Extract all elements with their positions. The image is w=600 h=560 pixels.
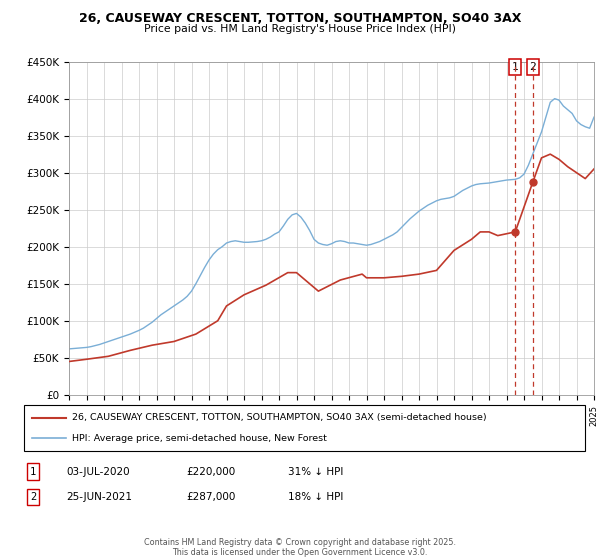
Text: 26, CAUSEWAY CRESCENT, TOTTON, SOUTHAMPTON, SO40 3AX: 26, CAUSEWAY CRESCENT, TOTTON, SOUTHAMPT… xyxy=(79,12,521,25)
Text: £287,000: £287,000 xyxy=(186,492,235,502)
Text: 2: 2 xyxy=(30,492,36,502)
Text: 31% ↓ HPI: 31% ↓ HPI xyxy=(288,466,343,477)
Text: 03-JUL-2020: 03-JUL-2020 xyxy=(66,466,130,477)
Text: 2: 2 xyxy=(529,62,536,72)
Text: 1: 1 xyxy=(30,466,36,477)
Text: Price paid vs. HM Land Registry's House Price Index (HPI): Price paid vs. HM Land Registry's House … xyxy=(144,24,456,34)
Text: 1: 1 xyxy=(512,62,518,72)
Text: £220,000: £220,000 xyxy=(186,466,235,477)
Text: Contains HM Land Registry data © Crown copyright and database right 2025.
This d: Contains HM Land Registry data © Crown c… xyxy=(144,538,456,557)
Text: HPI: Average price, semi-detached house, New Forest: HPI: Average price, semi-detached house,… xyxy=(71,434,326,443)
Text: 18% ↓ HPI: 18% ↓ HPI xyxy=(288,492,343,502)
Text: 26, CAUSEWAY CRESCENT, TOTTON, SOUTHAMPTON, SO40 3AX (semi-detached house): 26, CAUSEWAY CRESCENT, TOTTON, SOUTHAMPT… xyxy=(71,413,487,422)
Text: 25-JUN-2021: 25-JUN-2021 xyxy=(66,492,132,502)
